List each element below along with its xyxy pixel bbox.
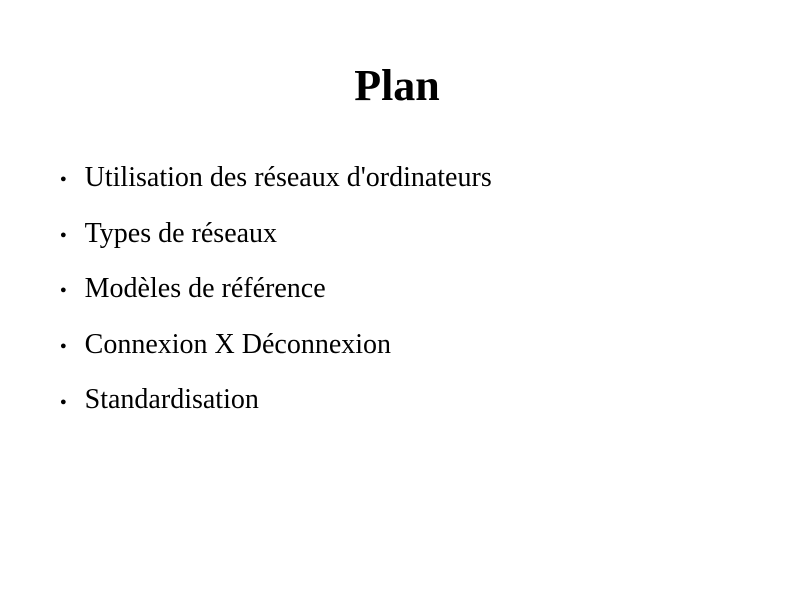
list-item: ● Modèles de référence (60, 272, 744, 306)
list-item: ● Standardisation (60, 383, 744, 417)
slide-title: Plan (50, 60, 744, 111)
bullet-icon: ● (60, 230, 67, 241)
list-item: ● Connexion X Déconnexion (60, 328, 744, 362)
bullet-list: ● Utilisation des réseaux d'ordinateurs … (50, 161, 744, 417)
list-item: ● Types de réseaux (60, 217, 744, 251)
bullet-text: Connexion X Déconnexion (85, 328, 391, 362)
list-item: ● Utilisation des réseaux d'ordinateurs (60, 161, 744, 195)
bullet-icon: ● (60, 341, 67, 352)
bullet-icon: ● (60, 174, 67, 185)
bullet-text: Types de réseaux (85, 217, 277, 251)
bullet-icon: ● (60, 397, 67, 408)
bullet-text: Standardisation (85, 383, 259, 417)
bullet-icon: ● (60, 285, 67, 296)
bullet-text: Modèles de référence (85, 272, 326, 306)
bullet-text: Utilisation des réseaux d'ordinateurs (85, 161, 492, 195)
